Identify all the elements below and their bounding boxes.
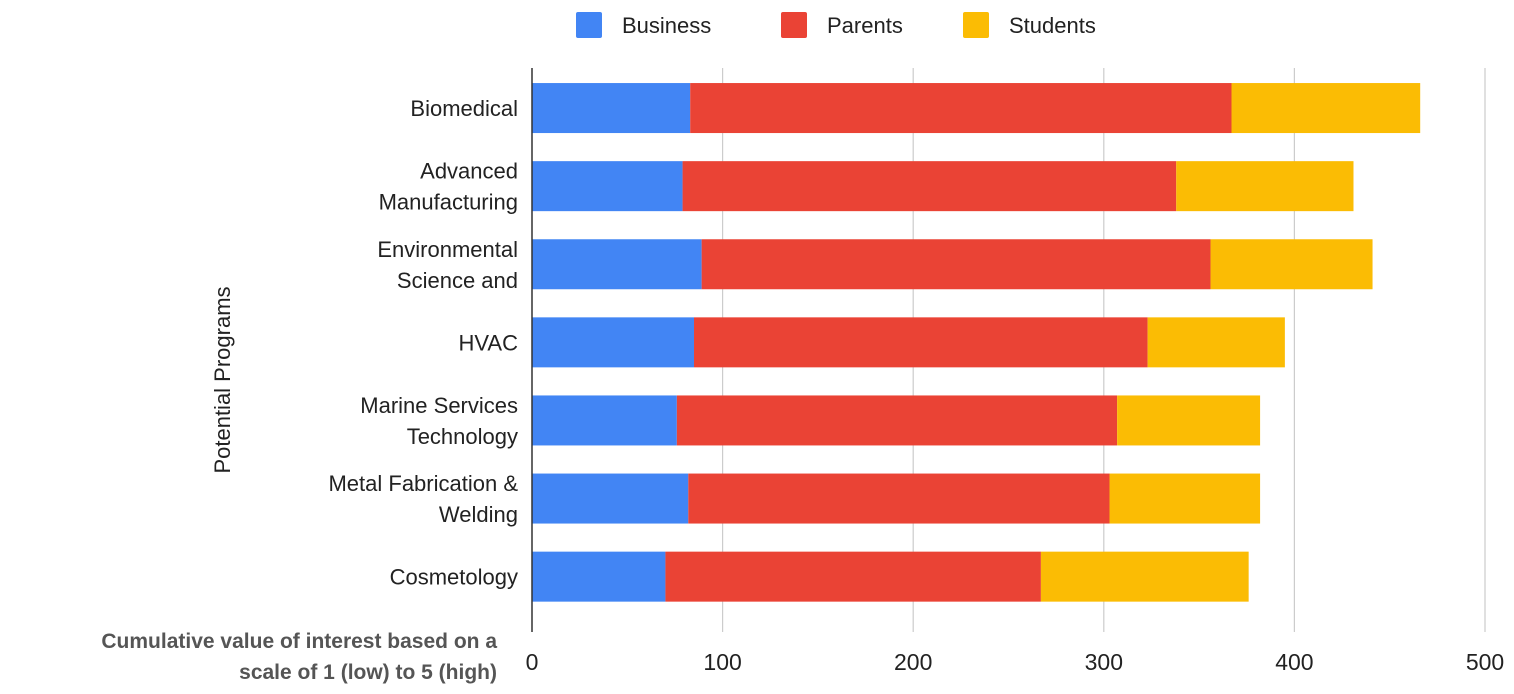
bar-business-6	[532, 551, 666, 602]
category-label: Biomedical	[410, 96, 518, 121]
category-label: Technology	[407, 424, 518, 449]
bar-students-6	[1040, 551, 1249, 602]
bar-parents-3	[694, 317, 1148, 368]
x-tick-label: 400	[1275, 649, 1313, 675]
legend-swatch-students	[963, 12, 989, 38]
category-label: HVAC	[459, 330, 519, 355]
y-axis-title: Potential Programs	[210, 286, 235, 473]
bar-students-1	[1176, 161, 1354, 212]
bar-students-2	[1210, 239, 1373, 290]
bar-business-2	[532, 239, 702, 290]
legend: Business Parents Students	[576, 12, 1096, 38]
bar-parents-1	[682, 161, 1177, 212]
category-labels: Biomedical Advanced Manufacturing Environme…	[328, 96, 518, 590]
bar-parents-6	[665, 551, 1041, 602]
bars	[532, 83, 1421, 602]
x-tick-label: 300	[1085, 649, 1123, 675]
x-tick-label: 100	[703, 649, 741, 675]
category-label: Metal Fabrication &	[328, 471, 518, 496]
x-tick-label: 500	[1466, 649, 1504, 675]
legend-label-business: Business	[622, 13, 711, 38]
bar-business-0	[532, 83, 691, 134]
bar-parents-5	[688, 473, 1110, 524]
category-label: Environmental	[377, 237, 518, 262]
legend-swatch-parents	[781, 12, 807, 38]
bar-parents-4	[676, 395, 1118, 446]
bar-students-5	[1109, 473, 1261, 524]
bar-parents-2	[701, 239, 1211, 290]
x-axis-title-line: Cumulative value of interest based on a	[101, 630, 497, 653]
x-tick-labels: 0 100 200 300 400 500	[526, 649, 1505, 675]
bar-business-1	[532, 161, 683, 212]
category-label: Manufacturing	[379, 190, 518, 215]
x-axis-title-line: scale of 1 (low) to 5 (high)	[239, 661, 497, 684]
legend-swatch-business	[576, 12, 602, 38]
bar-business-4	[532, 395, 677, 446]
category-label: Welding	[439, 502, 518, 527]
x-tick-label: 0	[526, 649, 539, 675]
legend-label-parents: Parents	[827, 13, 903, 38]
x-axis-title: Cumulative value of interest based on a s…	[101, 630, 497, 684]
x-tick-label: 200	[894, 649, 932, 675]
bar-business-5	[532, 473, 689, 524]
bar-business-3	[532, 317, 695, 368]
category-label: Cosmetology	[390, 565, 518, 590]
legend-label-students: Students	[1009, 13, 1096, 38]
bar-students-0	[1231, 83, 1421, 134]
category-label: Science and	[397, 268, 518, 293]
bar-students-4	[1117, 395, 1261, 446]
bar-students-3	[1147, 317, 1285, 368]
category-label: Advanced	[420, 159, 518, 184]
bar-parents-0	[690, 83, 1232, 134]
category-label: Marine Services	[360, 393, 518, 418]
